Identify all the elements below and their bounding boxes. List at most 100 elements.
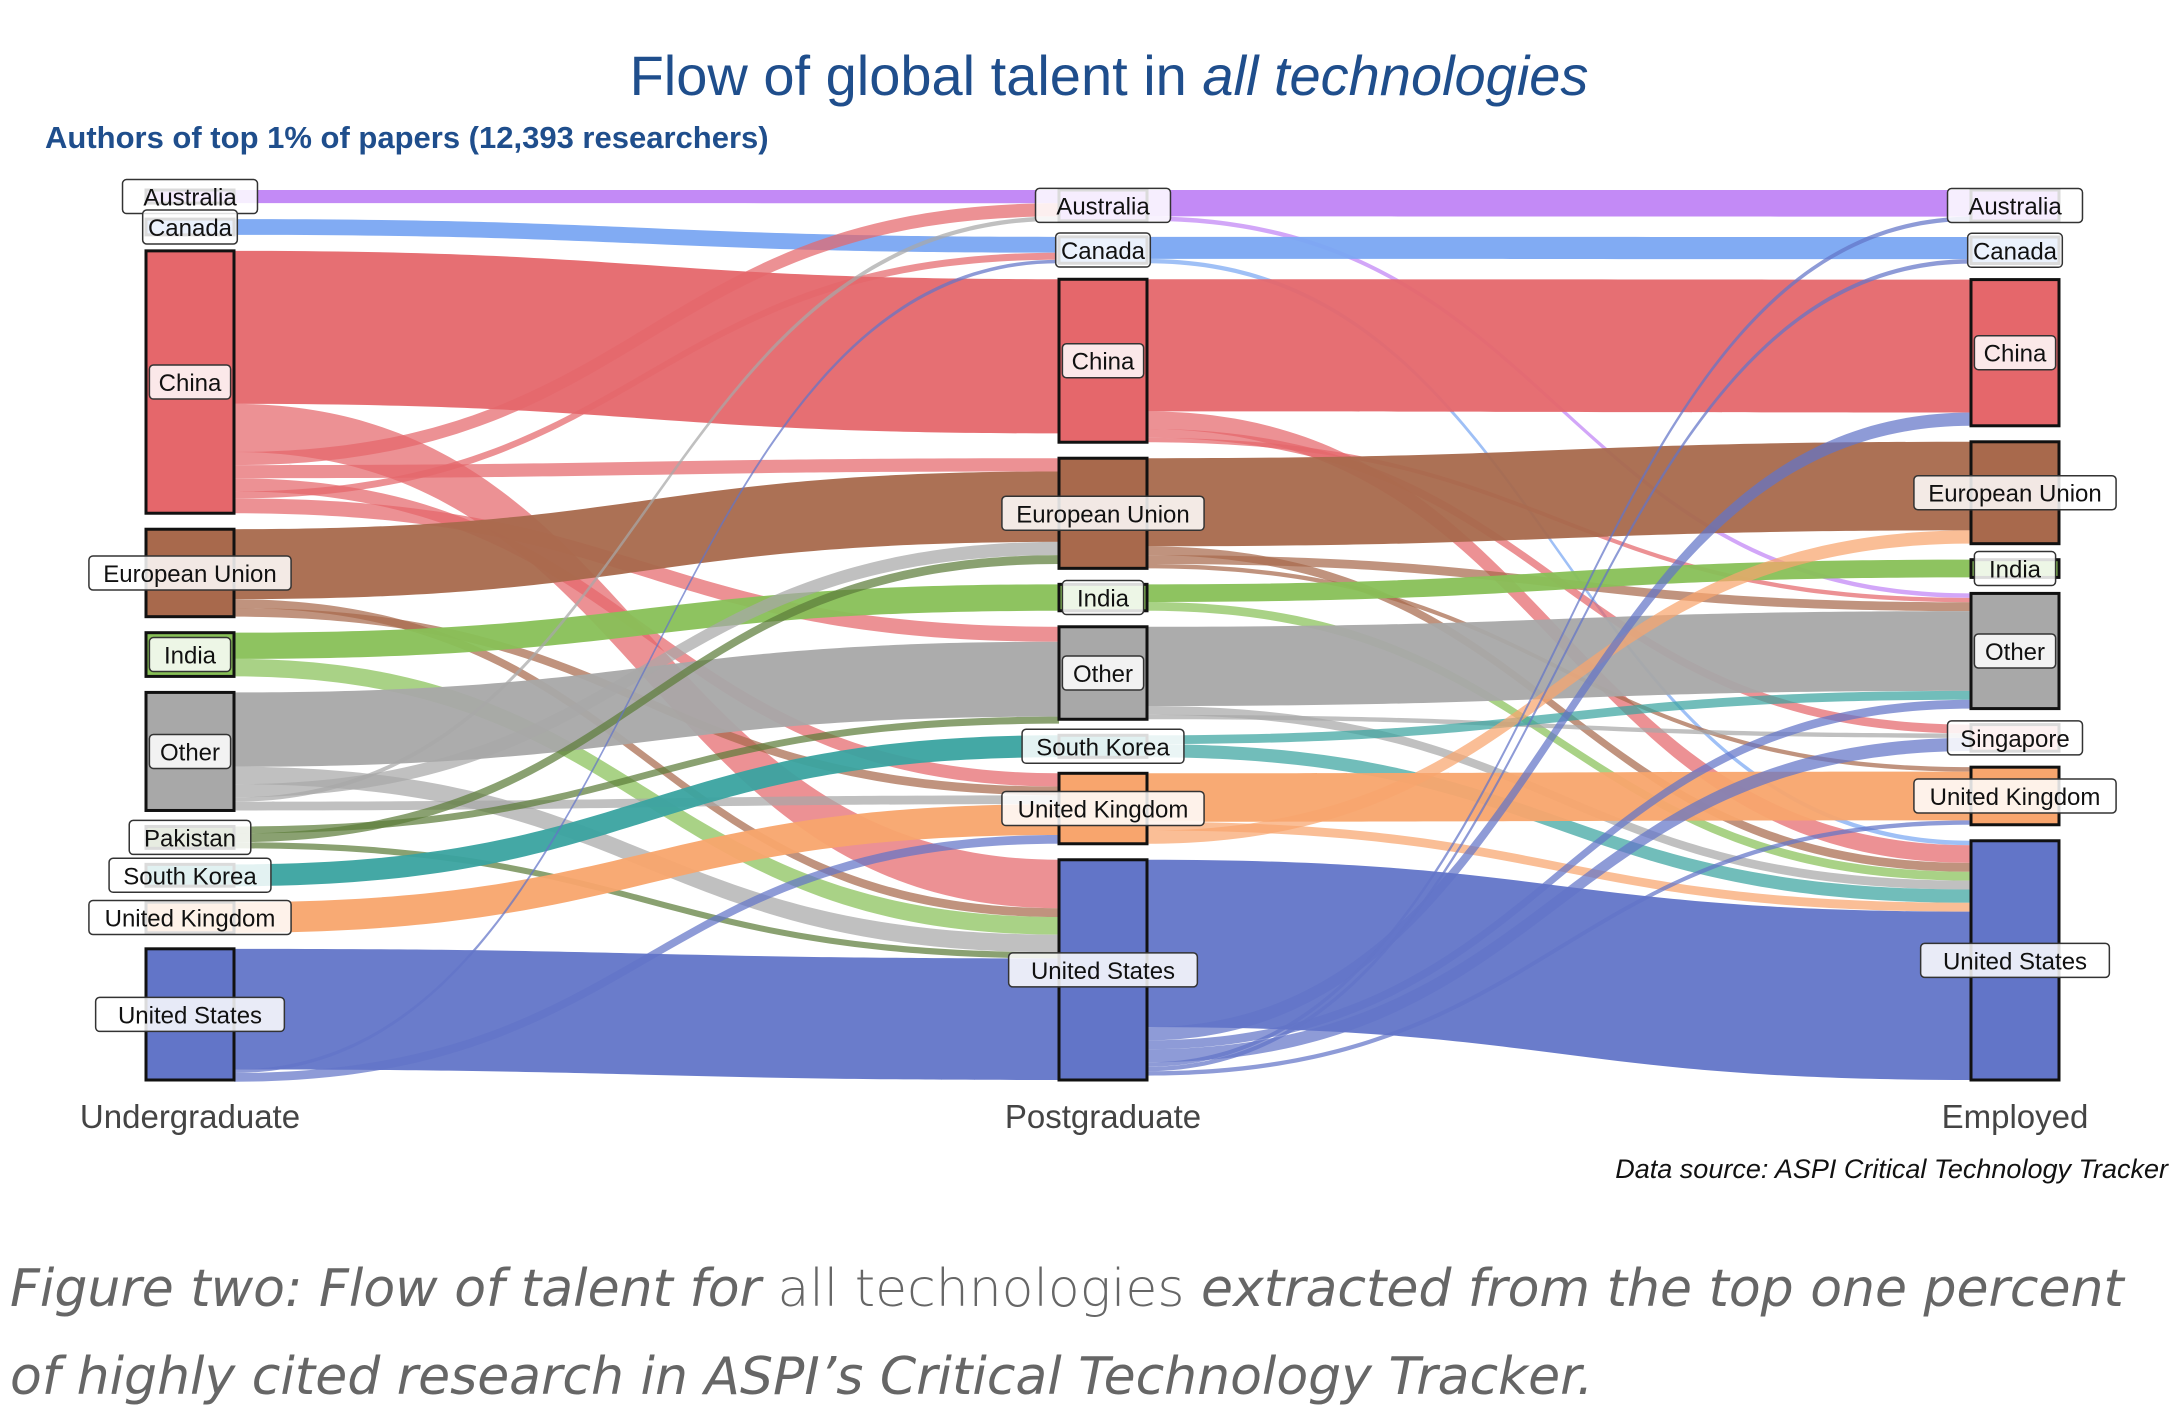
- node-undergraduate-south-korea: South Korea: [108, 857, 272, 894]
- caption-part-3: extracted from the top one percent of hi…: [10, 1259, 2124, 1407]
- node-label: European Union: [103, 561, 276, 588]
- link-postgraduate-united-kingdom-to-united-states: [1147, 821, 1971, 912]
- link-undergraduate-other-to-european-union: [234, 541, 1059, 798]
- node-label-box: [1061, 579, 1145, 616]
- node-label: India: [1989, 557, 2042, 584]
- node-label-box: [1061, 655, 1145, 691]
- node-undergraduate-pakistan: Pakistan: [128, 819, 252, 856]
- node-label: South Korea: [1036, 734, 1170, 761]
- node-label-box: [141, 209, 239, 245]
- node-label: Australia: [143, 185, 237, 212]
- node-employed-china: China: [1969, 278, 2061, 428]
- node-label: Australia: [1968, 194, 2062, 221]
- node-label-box: [1034, 187, 1172, 224]
- data-source-note: Data source: ASPI Critical Technology Tr…: [1615, 1154, 2169, 1184]
- links-layer: [234, 190, 1971, 1082]
- link-undergraduate-united-states-to-united-states: [234, 948, 1059, 1080]
- stage-label-employed: Employed: [1942, 1098, 2089, 1135]
- node-label-box: [1061, 342, 1145, 379]
- link-undergraduate-china-to-australia: [234, 203, 1059, 466]
- node-label-box: [148, 636, 232, 673]
- node-undergraduate-australia: Australia: [121, 178, 259, 215]
- node-postgraduate-other: Other: [1057, 625, 1149, 721]
- node-label-box: [148, 733, 232, 770]
- link-postgraduate-united-states-to-other: [1147, 699, 1971, 1050]
- node-postgraduate-united-states: United States: [1007, 858, 1199, 1082]
- link-postgraduate-european-union-to-european-union: [1147, 441, 1971, 547]
- node-label: India: [164, 643, 217, 670]
- node-undergraduate-other: Other: [144, 690, 236, 812]
- node-postgraduate-australia: Australia: [1034, 187, 1172, 224]
- node-label-box: [1913, 474, 2117, 511]
- link-undergraduate-china-to-china: [234, 250, 1059, 434]
- node-label: United States: [1031, 958, 1175, 985]
- link-postgraduate-canada-to-canada: [1147, 236, 1971, 260]
- link-undergraduate-pakistan-to-united-states: [234, 842, 1059, 959]
- link-undergraduate-pakistan-to-european-union: [234, 555, 1059, 843]
- node-label: India: [1077, 586, 1130, 613]
- link-undergraduate-european-union-to-european-union: [234, 471, 1059, 600]
- node-label: China: [159, 370, 222, 397]
- link-undergraduate-china-to-canada: [234, 252, 1059, 499]
- link-undergraduate-south-korea-to-south-korea: [234, 735, 1059, 887]
- node-label-box: [1966, 232, 2064, 269]
- node-label: Pakistan: [144, 825, 236, 852]
- node-postgraduate-india: India: [1057, 579, 1149, 616]
- node-label: South Korea: [123, 863, 257, 890]
- node-label: Other: [1073, 661, 1133, 688]
- node-label-box: [88, 899, 292, 936]
- figure-caption: Figure two: Flow of talent for all techn…: [10, 1245, 2170, 1421]
- node-label: United States: [1943, 948, 2087, 975]
- link-postgraduate-united-kingdom-to-european-union: [1147, 530, 1971, 844]
- link-undergraduate-united-kingdom-to-united-kingdom: [234, 804, 1059, 933]
- node-label-box: [108, 857, 272, 894]
- link-postgraduate-south-korea-to-united-states: [1147, 744, 1971, 903]
- link-undergraduate-canada-to-canada: [234, 219, 1059, 253]
- stage-label-postgraduate: Postgraduate: [1005, 1098, 1201, 1135]
- chart-title-emphasis: all technologies: [1202, 44, 1588, 107]
- node-employed-singapore: Singapore: [1946, 720, 2084, 756]
- node-undergraduate-united-kingdom: United Kingdom: [88, 899, 292, 936]
- link-postgraduate-united-states-to-china: [1147, 412, 1971, 1041]
- stage-labels: Undergraduate Postgraduate Employed: [80, 1098, 2088, 1135]
- node-employed-european-union: European Union: [1913, 440, 2117, 546]
- node-label-box: [148, 364, 232, 400]
- nodes-layer: Australia Canada China European Union India O…: [88, 178, 2117, 1082]
- link-postgraduate-united-kingdom-to-united-kingdom: [1147, 771, 1971, 822]
- node-label: European Union: [1016, 501, 1189, 528]
- link-postgraduate-european-union-to-united-states: [1147, 546, 1971, 872]
- node-label-box: [1054, 232, 1152, 268]
- node-label: Australia: [1056, 193, 1150, 220]
- sankey-chart: Flow of global talent in all technologie…: [45, 44, 2169, 1184]
- node-label-box: [1001, 495, 1205, 532]
- stage-label-undergraduate: Undergraduate: [80, 1098, 300, 1135]
- node-employed-united-kingdom: United Kingdom: [1913, 765, 2117, 827]
- node-label: Singapore: [1960, 726, 2069, 753]
- node-label-box: [1007, 952, 1199, 988]
- link-postgraduate-united-states-to-united-kingdom: [1147, 820, 1971, 1076]
- node-label-box: [94, 996, 286, 1033]
- node-label-box: [1913, 778, 2117, 814]
- node-employed-australia: Australia: [1946, 187, 2084, 224]
- node-label: Canada: [1973, 238, 2058, 265]
- chart-title: Flow of global talent in all technologie…: [630, 44, 1589, 107]
- link-undergraduate-china-to-united-states: [234, 403, 1059, 909]
- node-undergraduate-european-union: European Union: [88, 527, 292, 619]
- link-postgraduate-south-korea-to-other: [1147, 690, 1971, 745]
- node-label-box: [1973, 550, 2057, 587]
- link-postgraduate-united-states-to-australia: [1147, 216, 1971, 1067]
- node-label: Other: [160, 739, 220, 766]
- link-postgraduate-canada-to-united-states: [1147, 258, 1971, 846]
- node-postgraduate-china: China: [1057, 277, 1149, 444]
- node-label-box: [1021, 728, 1185, 765]
- node-label: Other: [1985, 639, 2045, 666]
- node-postgraduate-south-korea: South Korea: [1021, 728, 1185, 765]
- link-postgraduate-india-to-united-states: [1147, 601, 1971, 881]
- node-label-box: [1946, 187, 2084, 224]
- node-employed-india: India: [1969, 550, 2061, 587]
- chart-title-main: Flow of global talent in: [630, 44, 1203, 107]
- node-label: United States: [118, 1002, 262, 1029]
- link-undergraduate-china-to-european-union: [234, 458, 1059, 479]
- chart-subtitle: Authors of top 1% of papers (12,393 rese…: [45, 120, 769, 155]
- node-label-box: [128, 819, 252, 856]
